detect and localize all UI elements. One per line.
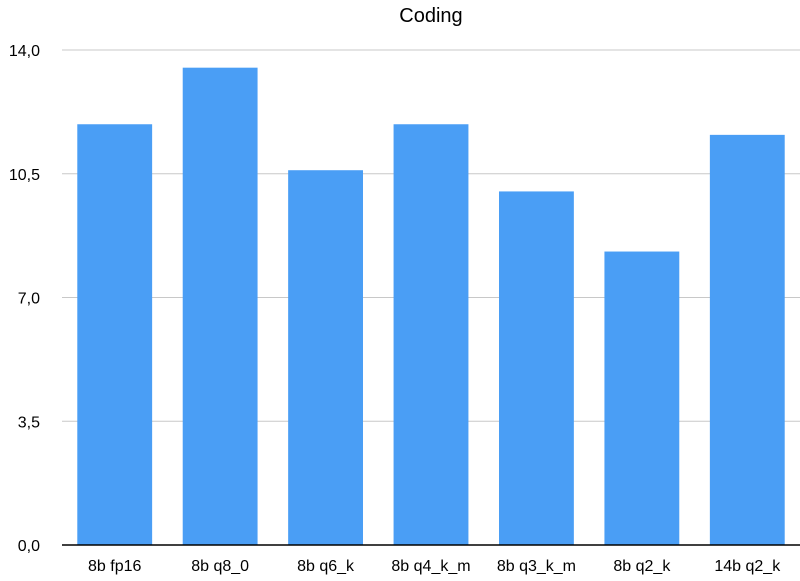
y-tick-label: 14,0	[9, 43, 40, 60]
bar	[77, 124, 153, 545]
bars	[77, 67, 785, 546]
x-tick-label: 8b q8_0	[191, 558, 249, 575]
bar	[499, 191, 574, 545]
x-tick-label: 8b q6_k	[297, 558, 355, 575]
y-tick-label: 10,5	[9, 167, 40, 184]
x-tick-label: 8b q4_k_m	[391, 558, 470, 575]
chart-title: Coding	[399, 5, 462, 27]
x-tick-label: 8b q3_k_m	[497, 558, 576, 575]
x-tick-label: 8b fp16	[88, 558, 141, 575]
x-tick-label: 14b q2_k	[714, 558, 781, 575]
x-axis-ticks: 8b fp16 8b q8_0 8b q6_k 8b q4_k_m 8b q3_k_m 8…	[88, 558, 781, 575]
bar	[393, 124, 469, 545]
y-tick-label: 7,0	[18, 291, 40, 308]
x-tick-label: 8b q2_k	[613, 558, 671, 575]
bar	[288, 170, 363, 545]
y-axis-ticks: 0,0 3,5 7,0 10,5 14,0	[9, 43, 40, 555]
y-tick-label: 3,5	[18, 414, 40, 431]
bar	[604, 251, 680, 546]
y-tick-label: 0,0	[18, 538, 40, 555]
bar	[709, 134, 785, 545]
bar	[182, 67, 258, 545]
